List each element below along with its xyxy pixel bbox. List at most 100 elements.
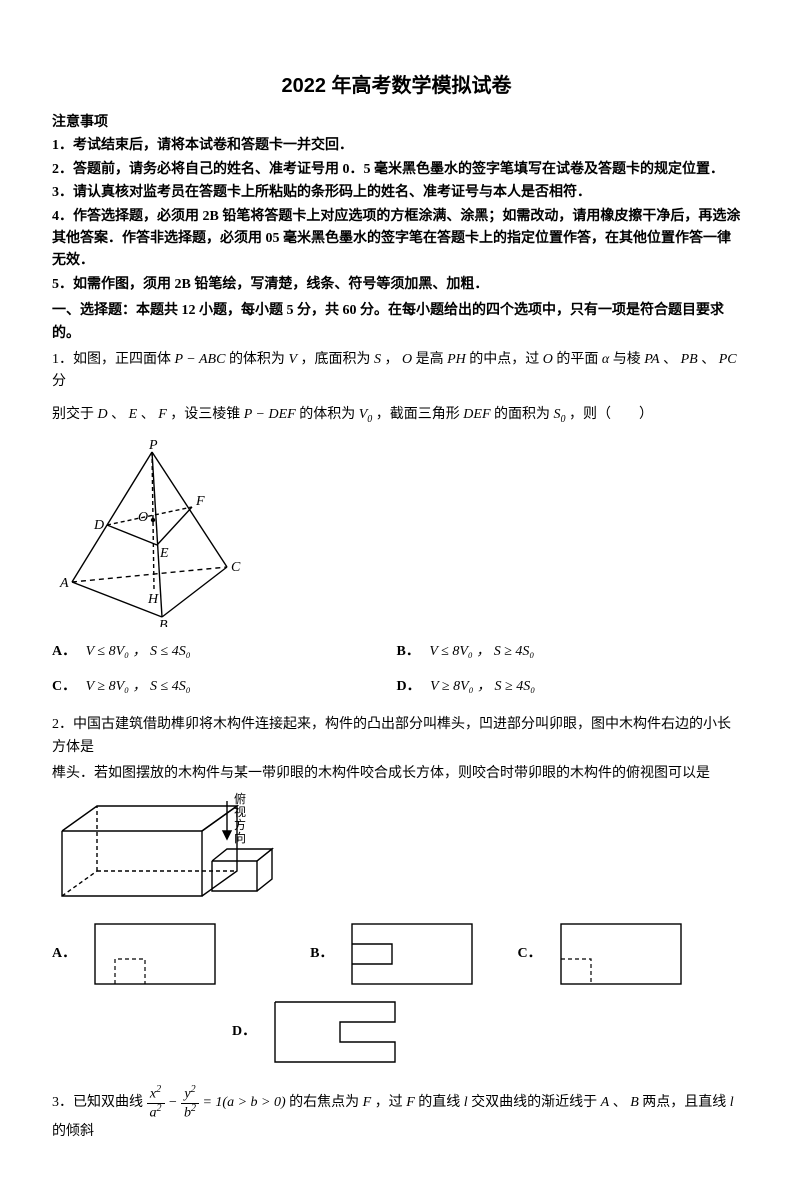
q3-frac1: x2 a2 [147,1085,165,1121]
lbl-D: D [93,518,104,533]
instruction-1: 1．考试结束后，请将本试卷和答题卡一并交回． [52,135,741,157]
q1-line2: 别交于 D 、 E 、 F ，设三棱锥 P − DEF 的体积为 V0 ，截面三… [52,404,741,428]
q1-V0-main: V [359,407,368,422]
q1-line1: 1．如图，正四面体 P − ABC 的体积为 V ，底面积为 S ， O 是高 … [52,349,741,394]
q1-tet: P − ABC [175,352,226,367]
lbl-C: C [231,560,241,575]
q1-PH: PH [447,352,466,367]
q1-s4: 、 [141,407,155,422]
svg-text:向: 向 [234,830,246,845]
instruction-4: 4．作答选择题，必须用 2B 铅笔将答题卡上对应选项的方框涂满、涂黑；如需改动，… [52,206,741,273]
mortise-tenon-svg: 俯 视 方 向 [52,791,312,911]
lbl-P: P [148,438,158,453]
q1-D: D [98,407,108,422]
q1-S0-main: S [554,407,561,422]
q3-F2: F [406,1096,415,1111]
q3-m2: 的直线 [418,1096,464,1111]
q1-S: S [374,352,381,367]
q3-m4: 两点，且直线 [642,1096,730,1111]
q1-figure: P A B C D E F O H [52,437,741,627]
q1-PA: PA [644,352,659,367]
q1-l2pre: 别交于 [52,407,98,422]
notice-heading: 注意事项 [52,112,741,134]
q2-line1: 2．中国古建筑借助榫卯将木构件连接起来，构件的凸出部分叫榫头，凹进部分叫卯眼，图… [52,714,741,759]
q1-PC: PC [719,352,737,367]
q1-E: E [129,407,138,422]
q2-fig-d [270,997,400,1067]
q1-F: F [158,407,167,422]
svg-text:俯: 俯 [234,791,246,806]
opt-c-text: V ≥ 8V₀ ， S ≤ 4S₀ [86,679,191,694]
q3-l2: l [730,1096,734,1111]
q3-l: l [464,1096,468,1111]
q1-O: O [402,352,412,367]
q1-m4: 是高 [416,352,448,367]
q2-opt-c: C． [517,919,685,989]
q3-m1: ，过 [375,1096,407,1111]
svg-text:视: 视 [234,804,246,819]
q3-cond: = 1(a > b > 0) [202,1096,285,1111]
opt-b-text: V ≤ 8V₀ ， S ≥ 4S₀ [429,644,534,659]
opt-a-label: A． [52,644,76,659]
q1-m1: 的体积为 [229,352,289,367]
instruction-3: 3．请认真核对监考员在答题卡上所粘贴的条形码上的姓名、准考证号与本人是否相符． [52,182,741,204]
q3-suf: 的右焦点为 [289,1096,363,1111]
q3-F: F [363,1096,372,1111]
q1-opt-b: B． V ≤ 8V₀ ， S ≥ 4S₀ [397,641,742,663]
q1-alpha: α [602,352,609,367]
q2-line2: 榫头．若如图摆放的木构件与某一带卯眼的木构件咬合成长方体，则咬合时带卯眼的木构件… [52,763,741,785]
exam-page: 2022 年高考数学模拟试卷 注意事项 1．考试结束后，请将本试卷和答题卡一并交… [0,0,793,1188]
q2-fig-b [347,919,477,989]
q2-opt-d: D． [232,997,400,1067]
q3-frac2: y2 b2 [181,1085,199,1121]
lbl-H: H [147,592,159,607]
lbl-B: B [159,618,168,627]
q3-A: A [601,1096,610,1111]
q1-l2m4: 的面积为 [494,407,554,422]
q1-PB: PB [681,352,698,367]
q1-l2m2: 的体积为 [299,407,355,422]
q1-end1: 分 [52,374,66,389]
q1-opt-a: A． V ≤ 8V₀ ， S ≤ 4S₀ [52,641,397,663]
q1-m5: 的中点，过 [469,352,543,367]
q1-m3: ， [385,352,399,367]
opt-d-label: D． [397,679,421,694]
q1-m2: ，底面积为 [301,352,375,367]
q1-opt-c: C． V ≥ 8V₀ ， S ≤ 4S₀ [52,676,397,698]
q2-options-row2: D． [232,997,741,1067]
q1-V: V [288,352,297,367]
q1-s1: 、 [663,352,677,367]
q1-pre: 1．如图，正四面体 [52,352,175,367]
q1-m6: 的平面 [556,352,602,367]
q1-options: A． V ≤ 8V₀ ， S ≤ 4S₀ B． V ≤ 8V₀ ， S ≥ 4S… [52,635,741,704]
q1-S0: S0 [554,407,566,422]
q3-B: B [630,1096,639,1111]
q2-fig-c [556,919,686,989]
q2-b-label: B． [310,943,333,965]
q1-PDEF: P − DEF [244,407,296,422]
q3-m5: 的倾斜 [52,1124,94,1139]
q1-DEF: DEF [463,407,490,422]
page-title: 2022 年高考数学模拟试卷 [52,70,741,102]
tetrahedron-svg: P A B C D E F O H [52,437,252,627]
instruction-5: 5．如需作图，须用 2B 铅笔绘，写清楚，线条、符号等须加黑、加粗． [52,274,741,296]
q2-opt-b: B． [310,919,477,989]
opt-d-text: V ≥ 8V₀ ， S ≥ 4S₀ [430,679,535,694]
q3-line: 3．已知双曲线 x2 a2 − y2 b2 = 1(a > b > 0) 的右焦… [52,1085,741,1143]
q1-s2: 、 [701,352,715,367]
q2-main-figure: 俯 视 方 向 [52,791,741,911]
q3-pre: 3．已知双曲线 [52,1096,147,1111]
q3-m3: 交双曲线的渐近线于 [471,1096,601,1111]
q3-minus: − [168,1096,181,1111]
q1-l2m3: ，截面三角形 [376,407,464,422]
q1-s3: 、 [111,407,125,422]
instruction-2: 2．答题前，请务必将自己的姓名、准考证号用 0．5 毫米黑色墨水的签字笔填写在试… [52,159,741,181]
lbl-E: E [159,546,169,561]
q1-opt-d: D． V ≥ 8V₀ ， S ≥ 4S₀ [397,676,742,698]
q1-V0-sub: 0 [367,413,372,424]
q1-V0: V0 [359,407,373,422]
q2-fig-a [90,919,220,989]
lbl-A: A [59,576,69,591]
lbl-O: O [138,510,148,525]
q2-a-label: A． [52,943,76,965]
